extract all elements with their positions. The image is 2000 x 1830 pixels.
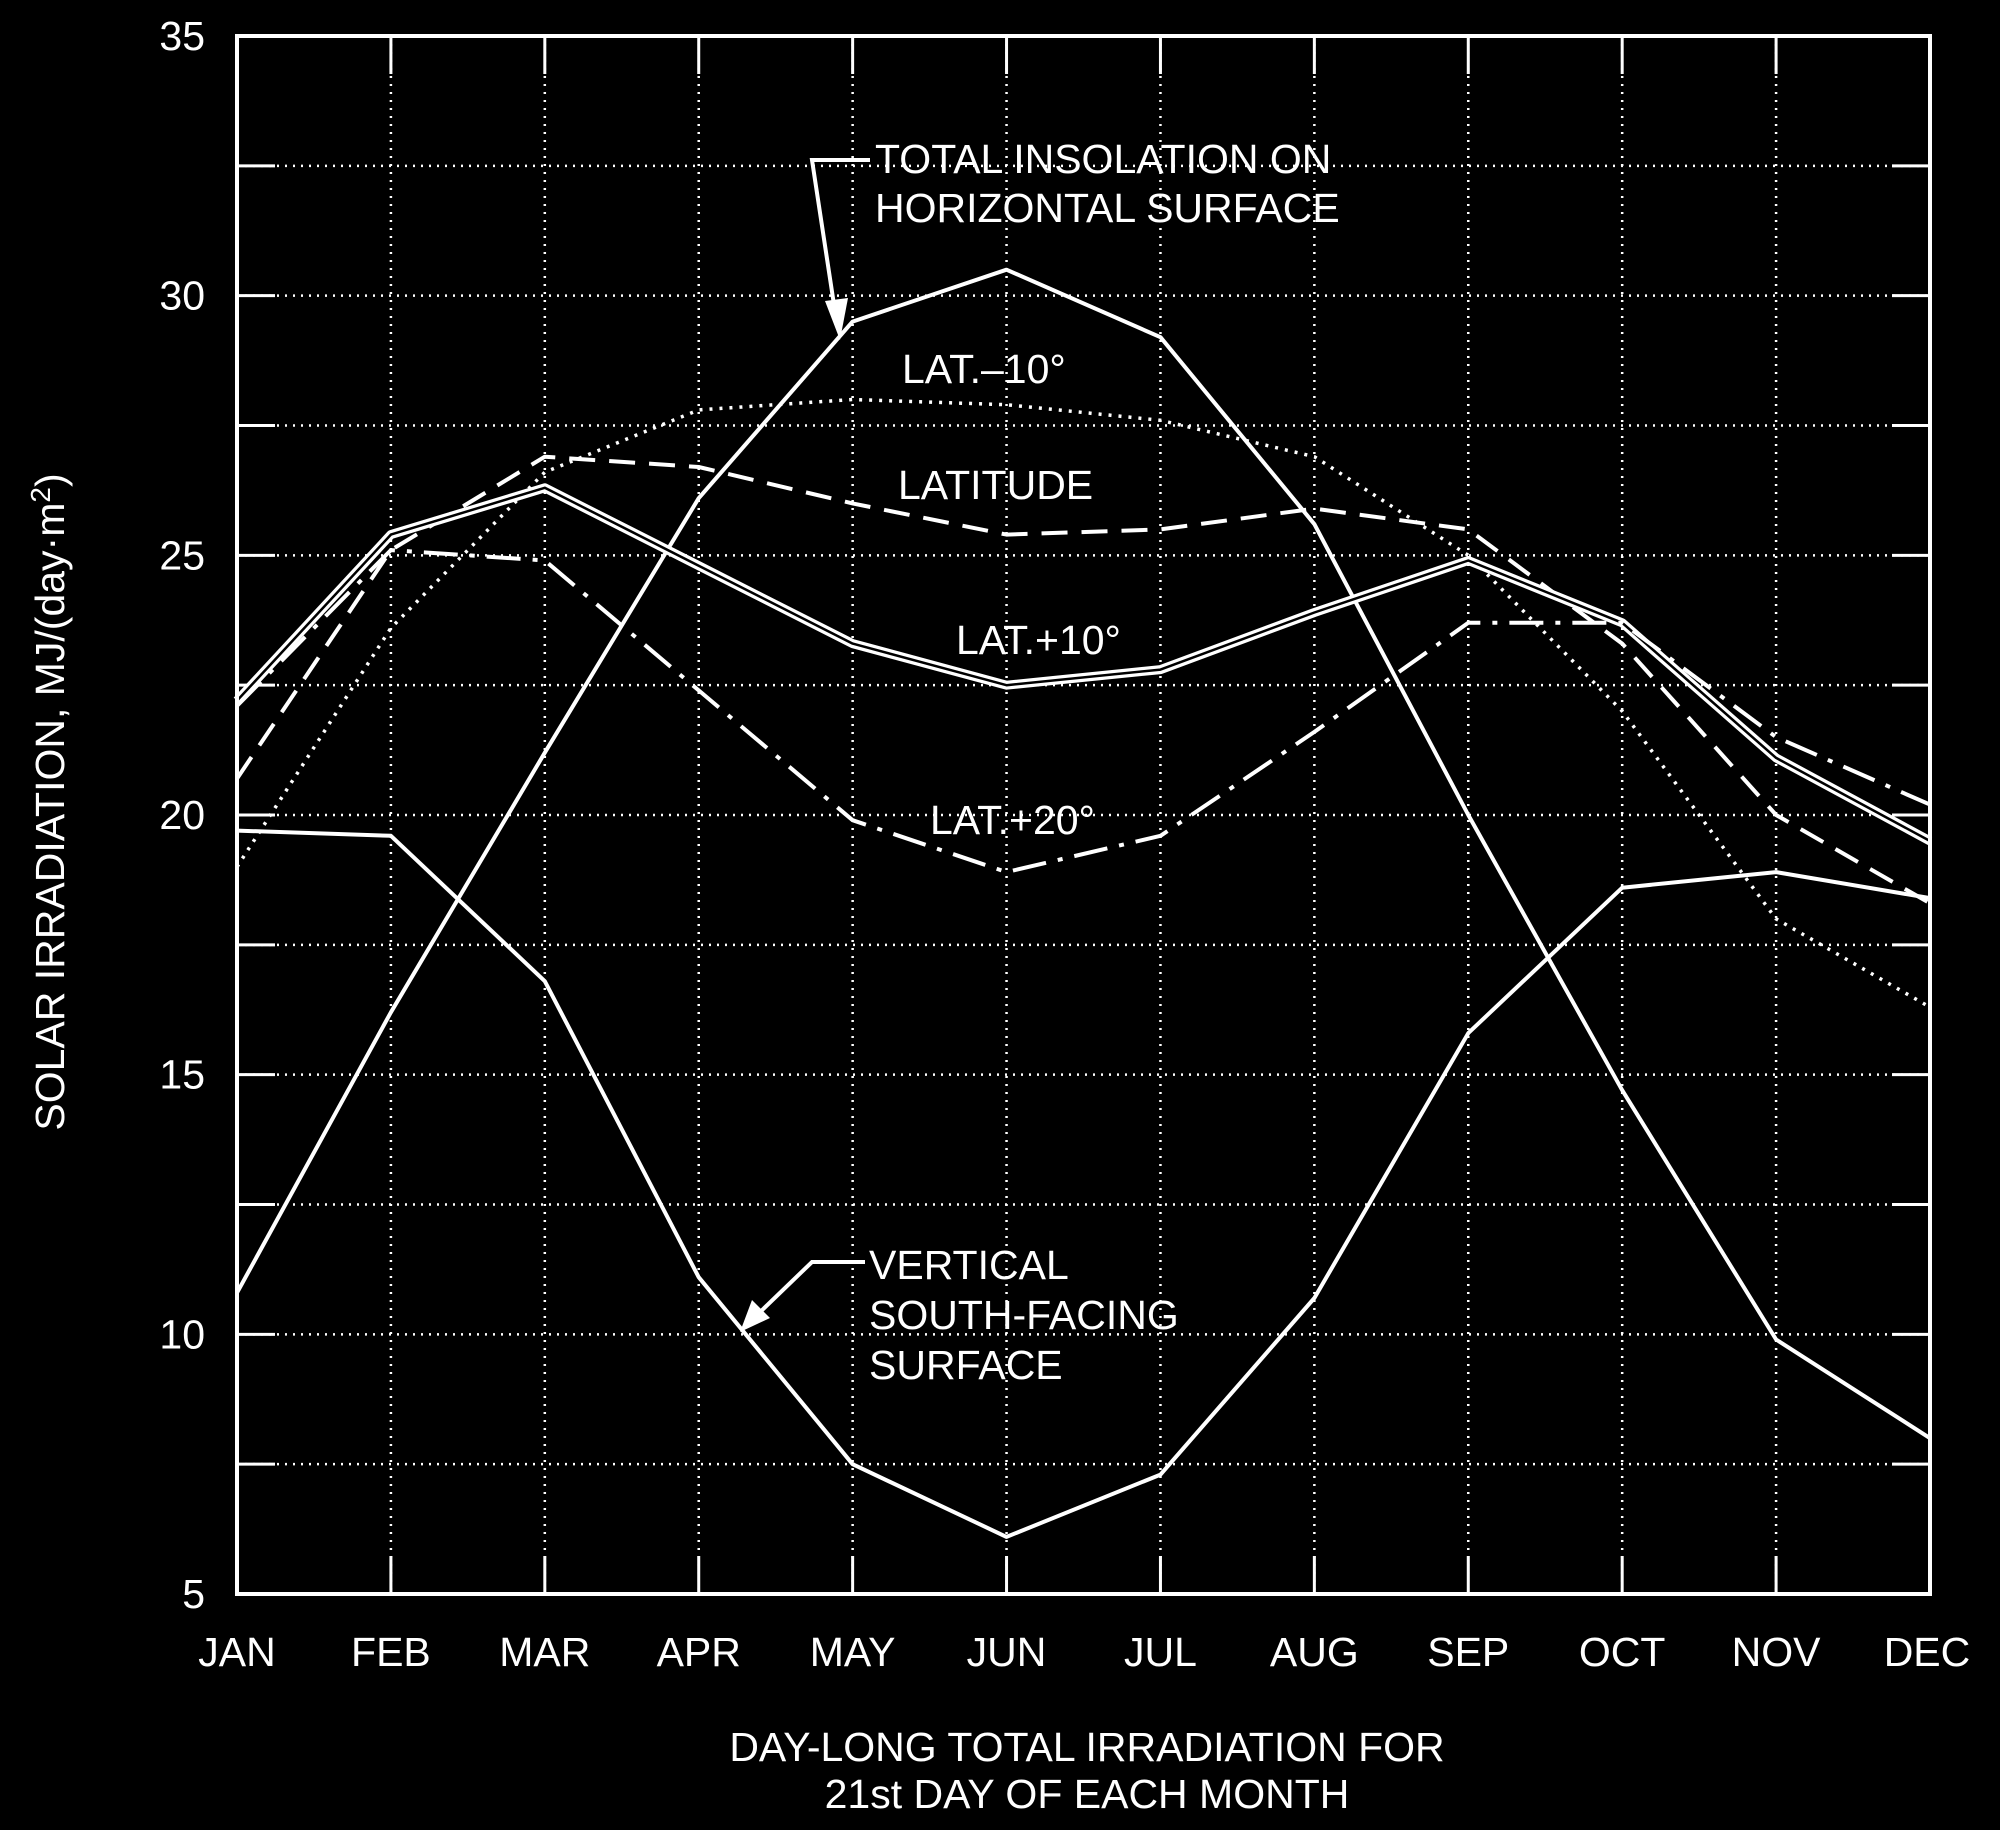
x-tick-label-jul: JUL bbox=[1124, 1629, 1197, 1675]
plot-frame bbox=[235, 34, 1932, 1596]
annotation-lat-minus10: LAT.–10° bbox=[902, 346, 1066, 392]
y-tick-label-5: 5 bbox=[182, 1571, 205, 1617]
series-lines bbox=[233, 267, 1933, 1539]
y-tick-labels: 5 10 15 20 25 30 35 bbox=[159, 13, 205, 1617]
y-axis-title-text: SOLAR IRRADIATION, MJ/(day·m bbox=[27, 503, 73, 1131]
x-tick-label-oct: OCT bbox=[1579, 1629, 1666, 1675]
arrow-vertical-leader bbox=[755, 1260, 865, 1317]
y-tick-label-15: 15 bbox=[159, 1052, 205, 1098]
series-line-horizontal bbox=[235, 267, 1932, 1440]
series-line-vertical bbox=[236, 828, 1931, 1539]
annotation-vertical-line-2: SOUTH-FACING bbox=[869, 1292, 1179, 1338]
annotation-lat-plus10: LAT.+10° bbox=[956, 617, 1121, 663]
annotation-arrows bbox=[740, 158, 870, 1332]
x-tick-label-sep: SEP bbox=[1427, 1629, 1509, 1675]
annotation-latitude: LATITUDE bbox=[898, 462, 1093, 508]
x-tick-labels: JAN FEB MAR APR MAY JUN JUL AUG SEP OCT NOV DEC bbox=[198, 1629, 1970, 1675]
annotation-horizontal-line-1: TOTAL INSOLATION ON bbox=[875, 136, 1331, 182]
x-axis-title-line-2: 21st DAY OF EACH MONTH bbox=[825, 1771, 1350, 1817]
annotation-vertical-line-3: SURFACE bbox=[869, 1342, 1063, 1388]
series-line-lat-plus20 bbox=[235, 548, 1931, 875]
x-tick-label-mar: MAR bbox=[499, 1629, 590, 1675]
y-axis-title-close: ) bbox=[27, 473, 73, 487]
annotation-lat-plus20: LAT.+20° bbox=[930, 797, 1095, 843]
arrow-vertical-head bbox=[740, 1300, 770, 1332]
series-line-latitude bbox=[235, 454, 1931, 906]
y-axis-title-superscript: 2 bbox=[25, 487, 56, 503]
y-axis-title: SOLAR IRRADIATION, MJ/(day·m2) bbox=[25, 473, 73, 1130]
x-tick-label-dec: DEC bbox=[1884, 1629, 1971, 1675]
y-tick-label-25: 25 bbox=[159, 532, 205, 578]
x-tick-label-may: MAY bbox=[810, 1629, 896, 1675]
x-axis-title-line-1: DAY-LONG TOTAL IRRADIATION FOR bbox=[729, 1724, 1444, 1770]
y-tick-label-35: 35 bbox=[159, 13, 205, 59]
x-tick-label-jan: JAN bbox=[198, 1629, 275, 1675]
x-tick-label-jun: JUN bbox=[967, 1629, 1047, 1675]
x-tick-label-feb: FEB bbox=[351, 1629, 431, 1675]
x-tick-label-aug: AUG bbox=[1270, 1629, 1359, 1675]
series-line-lat-plus10-inner bbox=[236, 486, 1931, 843]
y-tick-label-10: 10 bbox=[159, 1311, 205, 1357]
y-tick-label-30: 30 bbox=[159, 273, 205, 319]
y-tick-label-20: 20 bbox=[159, 792, 205, 838]
x-tick-label-nov: NOV bbox=[1732, 1629, 1822, 1675]
arrow-horizontal-leader bbox=[809, 158, 870, 319]
annotation-horizontal-line-2: HORIZONTAL SURFACE bbox=[875, 185, 1340, 231]
annotation-vertical-line-1: VERTICAL bbox=[869, 1242, 1069, 1288]
arrow-horizontal-head bbox=[825, 298, 848, 340]
x-tick-label-apr: APR bbox=[657, 1629, 741, 1675]
